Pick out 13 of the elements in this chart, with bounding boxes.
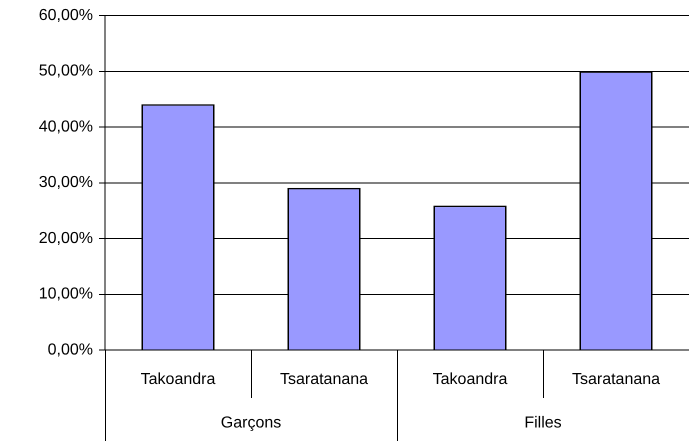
x-tick-label: Takoandra	[140, 371, 216, 388]
x-tick-label: Takoandra	[432, 371, 508, 388]
text: Garçons	[220, 414, 282, 432]
x-tick-label: Tsaratanana	[280, 371, 368, 388]
y-tick-label: 60,00%	[38, 7, 93, 24]
x-tick-label: Tsaratanana	[572, 371, 660, 388]
text: Filles	[524, 414, 562, 432]
y-tick-label: 40,00%	[38, 118, 93, 136]
y-tick-label: 10,00%	[38, 286, 93, 303]
y-tick-label: 0,00%	[48, 341, 93, 358]
y-tick-label: 20,00%	[38, 230, 93, 247]
y-tick-label: 30,00%	[38, 174, 93, 192]
y-tick-label: 50,00%	[38, 62, 93, 80]
